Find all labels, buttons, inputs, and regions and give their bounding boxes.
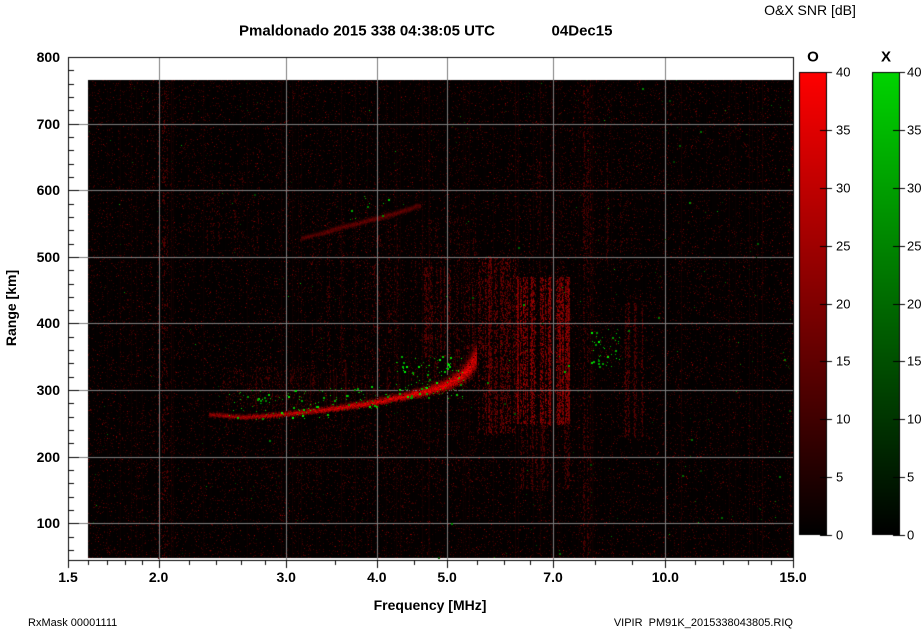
colorbar-tick-label: 20 [907, 296, 922, 311]
colorbar-tick-label: 5 [907, 469, 915, 485]
filename-label: VIPIR PM91K_2015338043805.RIQ [613, 617, 793, 629]
colorbar-tick-label: 25 [836, 238, 851, 254]
colorbar-tick-label: 10 [907, 411, 922, 427]
colorbar-tick-label: 25 [907, 238, 922, 254]
colorbar-tick-label: 40 [907, 64, 922, 80]
rxmask-label: RxMask 00001111 [28, 617, 118, 629]
colorbar-o-header: O [807, 48, 819, 66]
plot-date: 04Dec15 [551, 22, 613, 40]
colorbar-tick-label: 35 [907, 122, 922, 138]
colorbar-tick-label: 35 [836, 122, 851, 138]
colorbar-title: O&X SNR [dB] [764, 2, 856, 18]
colorbar-tick-label: 40 [836, 64, 851, 80]
x-tick-label: 3.0 [276, 569, 296, 585]
y-tick-label: 600 [36, 182, 60, 199]
colorbar-tick-label: 5 [836, 469, 844, 485]
colorbar-tick-label: 0 [836, 527, 844, 543]
y-tick-label: 200 [36, 448, 60, 465]
colorbar-tick-label: 15 [907, 353, 922, 369]
colorbar-tick-label: 0 [907, 527, 915, 543]
plot-title: Pmaldonado 2015 338 04:38:05 UTC [239, 22, 495, 40]
x-tick-label: 2.0 [148, 569, 169, 585]
x-tick-label: 10.0 [651, 569, 679, 585]
colorbar-tick-label: 20 [836, 296, 851, 311]
y-tick-label: 300 [36, 382, 60, 399]
colorbar-x-header: X [880, 48, 892, 66]
y-axis-label: Range [km] [3, 269, 19, 347]
x-tick-label: 7.0 [543, 569, 563, 585]
y-tick-label: 800 [36, 49, 60, 65]
colorbar-tick-label: 30 [907, 180, 922, 196]
colorbar-tick-label: 10 [836, 411, 851, 427]
y-tick-label: 400 [36, 315, 60, 332]
x-tick-label: 4.0 [367, 569, 387, 585]
x-tick-label: 1.5 [58, 569, 78, 585]
x-tick-label: 15.0 [779, 569, 807, 585]
y-tick-label: 700 [36, 115, 60, 132]
y-tick-label: 100 [36, 515, 60, 532]
colorbar-tick-label: 15 [836, 353, 851, 369]
x-axis-label: Frequency [MHz] [373, 597, 487, 613]
colorbar-tick-label: 30 [836, 180, 851, 196]
y-tick-label: 500 [36, 248, 60, 265]
x-tick-label: 5.0 [437, 569, 457, 585]
